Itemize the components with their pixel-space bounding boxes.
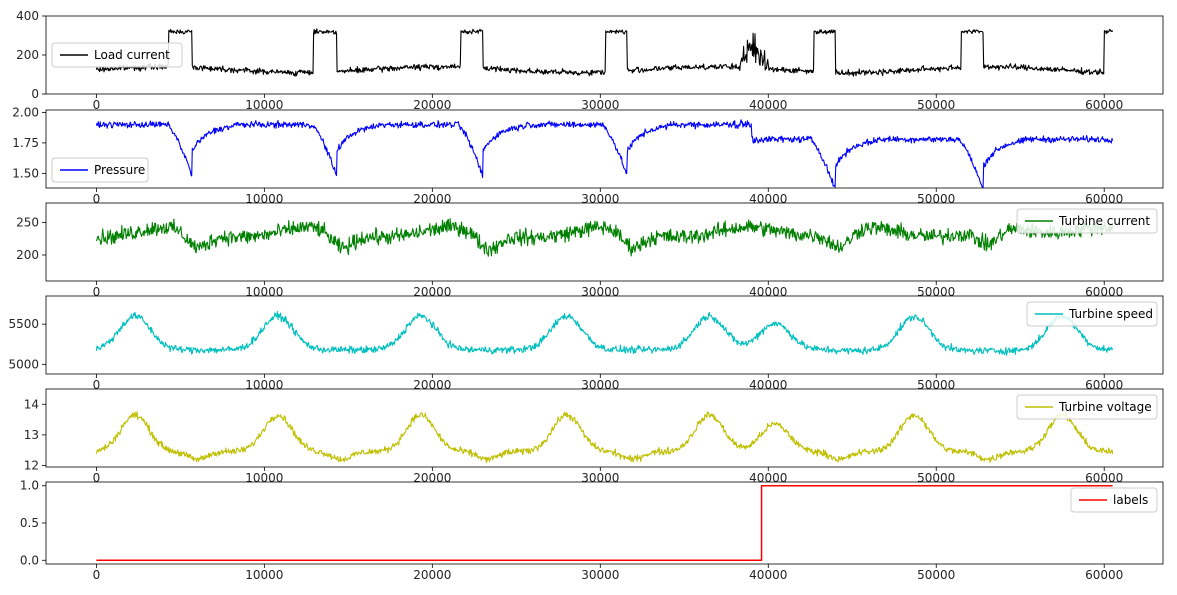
y-tick-label: 13 bbox=[24, 428, 39, 442]
x-tick-label: 50000 bbox=[917, 98, 955, 112]
y-tick-label: 5000 bbox=[8, 357, 39, 371]
x-tick-label: 30000 bbox=[581, 568, 619, 582]
x-tick-label: 20000 bbox=[413, 568, 451, 582]
x-tick-label: 50000 bbox=[917, 285, 955, 299]
subplot-2: 0 10000 20000 30000 40000 50000 60000 1.50 1.75 2… bbox=[12, 105, 1164, 206]
legend-label: Load current bbox=[94, 48, 170, 62]
x-tick-label: 50000 bbox=[917, 568, 955, 582]
axes-frame bbox=[45, 202, 1164, 282]
legend: Turbine speed bbox=[1026, 301, 1158, 327]
x-tick-label: 20000 bbox=[413, 98, 451, 112]
subplot-3: 0 10000 20000 30000 40000 50000 60000 200 250 Tur… bbox=[16, 202, 1164, 299]
legend-label: Turbine voltage bbox=[1058, 400, 1152, 414]
x-tick-label: 60000 bbox=[1085, 192, 1123, 206]
legend-box bbox=[1016, 394, 1158, 420]
y-tick-label: 1.50 bbox=[12, 166, 39, 180]
legend: Turbine current bbox=[1016, 208, 1158, 234]
y-tick-label: 250 bbox=[16, 216, 39, 230]
legend-box bbox=[51, 157, 149, 183]
y-tick-label: 12 bbox=[24, 458, 39, 472]
legend-label: Pressure bbox=[94, 163, 145, 177]
x-tick-label: 30000 bbox=[581, 98, 619, 112]
legend-label: labels bbox=[1113, 493, 1148, 507]
legend-box bbox=[1016, 208, 1158, 234]
x-tick-label: 10000 bbox=[245, 378, 283, 392]
x-tick-label: 30000 bbox=[581, 378, 619, 392]
x-tick-label: 30000 bbox=[581, 192, 619, 206]
legend: labels bbox=[1070, 487, 1158, 513]
y-tick-label: 200 bbox=[16, 248, 39, 262]
x-tick-label: 20000 bbox=[413, 378, 451, 392]
y-tick-label: 2.00 bbox=[12, 105, 39, 119]
x-tick-label: 40000 bbox=[749, 378, 787, 392]
x-tick-label: 40000 bbox=[749, 192, 787, 206]
series-line-labels bbox=[96, 484, 1113, 562]
x-tick-label: 60000 bbox=[1085, 285, 1123, 299]
x-tick-label: 40000 bbox=[749, 285, 787, 299]
x-tick-label: 10000 bbox=[245, 98, 283, 112]
x-tick-label: 0 bbox=[93, 285, 101, 299]
y-tick-label: 0 bbox=[31, 87, 39, 101]
series-line-pressure bbox=[95, 119, 1114, 188]
x-tick-label: 0 bbox=[93, 192, 101, 206]
axes-frame bbox=[45, 109, 1164, 189]
x-tick-label: 0 bbox=[93, 471, 101, 485]
y-tick-label: 14 bbox=[24, 397, 39, 411]
legend: Pressure bbox=[51, 157, 149, 183]
y-tick-label: 1.75 bbox=[12, 136, 39, 150]
axes-frame bbox=[45, 15, 1164, 95]
x-tick-label: 40000 bbox=[749, 98, 787, 112]
x-tick-label: 60000 bbox=[1085, 568, 1123, 582]
x-tick-label: 40000 bbox=[749, 471, 787, 485]
y-tick-label: 5500 bbox=[8, 317, 39, 331]
x-tick-label: 0 bbox=[93, 98, 101, 112]
subplot-4: 0 10000 20000 30000 40000 50000 60000 5000 5500 T… bbox=[8, 295, 1164, 392]
x-tick-label: 20000 bbox=[413, 192, 451, 206]
x-tick-label: 20000 bbox=[413, 285, 451, 299]
x-tick-label: 40000 bbox=[749, 568, 787, 582]
legend-box bbox=[1026, 301, 1158, 327]
series-line-tcur bbox=[95, 218, 1114, 257]
legend: Turbine voltage bbox=[1016, 394, 1158, 420]
legend-box bbox=[51, 42, 183, 68]
x-tick-label: 60000 bbox=[1085, 378, 1123, 392]
y-tick-label: 0.0 bbox=[20, 553, 39, 567]
subplot-1: 0 10000 20000 30000 40000 50000 60000 0 200 400 Lo… bbox=[16, 9, 1164, 112]
y-tick-label: 200 bbox=[16, 48, 39, 62]
x-tick-label: 50000 bbox=[917, 378, 955, 392]
x-tick-label: 10000 bbox=[245, 285, 283, 299]
series-line-tspeed bbox=[95, 310, 1114, 356]
x-tick-label: 0 bbox=[93, 378, 101, 392]
x-tick-label: 60000 bbox=[1085, 471, 1123, 485]
x-tick-label: 30000 bbox=[581, 471, 619, 485]
x-tick-label: 10000 bbox=[245, 471, 283, 485]
legend: Load current bbox=[51, 42, 183, 68]
x-tick-label: 0 bbox=[93, 568, 101, 582]
x-tick-label: 10000 bbox=[245, 568, 283, 582]
axes-frame bbox=[45, 388, 1164, 468]
x-tick-label: 50000 bbox=[917, 192, 955, 206]
axes-frame bbox=[45, 295, 1164, 375]
x-tick-label: 50000 bbox=[917, 471, 955, 485]
legend-label: Turbine speed bbox=[1068, 307, 1153, 321]
series-line-load bbox=[95, 28, 1114, 77]
x-tick-label: 10000 bbox=[245, 192, 283, 206]
x-tick-label: 30000 bbox=[581, 285, 619, 299]
axes-frame bbox=[45, 481, 1164, 565]
legend-box bbox=[1070, 487, 1158, 513]
y-tick-label: 1.0 bbox=[20, 479, 39, 493]
y-tick-label: 0.5 bbox=[20, 516, 39, 530]
legend-label: Turbine current bbox=[1058, 214, 1150, 228]
series-line-tvolt bbox=[95, 411, 1114, 464]
x-tick-label: 60000 bbox=[1085, 98, 1123, 112]
y-tick-label: 400 bbox=[16, 9, 39, 23]
subplot-5: 0 10000 20000 30000 40000 50000 60000 12 13 14 Tur… bbox=[24, 388, 1164, 485]
subplot-6: 0 10000 20000 30000 40000 50000 60000 0.0 0.5 1.0… bbox=[20, 479, 1164, 582]
x-tick-label: 20000 bbox=[413, 471, 451, 485]
